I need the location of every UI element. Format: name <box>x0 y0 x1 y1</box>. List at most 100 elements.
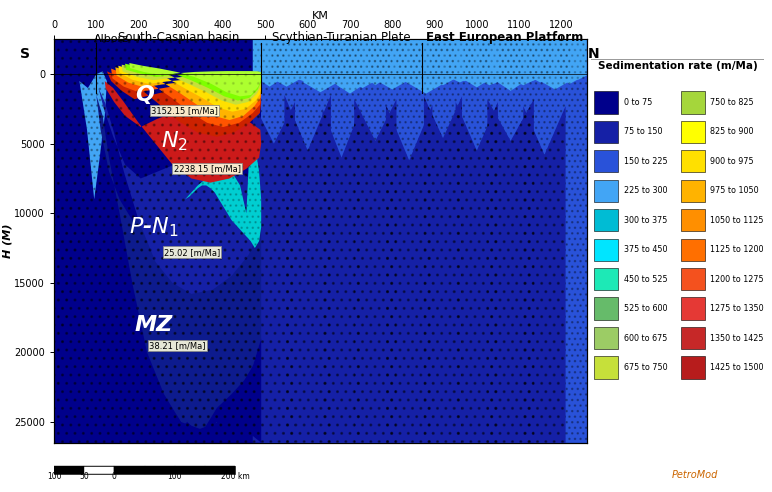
Polygon shape <box>96 95 261 429</box>
Polygon shape <box>354 99 397 443</box>
Text: 675 to 750: 675 to 750 <box>624 363 667 372</box>
Polygon shape <box>122 64 261 105</box>
Bar <box>594 180 618 202</box>
Text: 525 to 600: 525 to 600 <box>624 304 667 313</box>
Text: 200 km: 200 km <box>221 472 249 481</box>
Polygon shape <box>527 39 553 83</box>
Polygon shape <box>367 39 392 83</box>
Text: 1200 to 1275: 1200 to 1275 <box>710 275 764 283</box>
Polygon shape <box>523 106 566 443</box>
Polygon shape <box>557 39 583 84</box>
Polygon shape <box>318 39 348 84</box>
Bar <box>594 209 618 231</box>
Polygon shape <box>540 39 570 90</box>
Text: $P$-$N_1$: $P$-$N_1$ <box>129 215 178 239</box>
Text: 150 to 225: 150 to 225 <box>624 157 667 166</box>
Bar <box>681 356 706 378</box>
Bar <box>594 92 618 114</box>
Polygon shape <box>397 39 422 84</box>
Polygon shape <box>498 39 523 91</box>
Polygon shape <box>455 102 498 443</box>
Polygon shape <box>54 71 103 443</box>
Polygon shape <box>129 63 261 96</box>
Text: 100: 100 <box>47 472 61 481</box>
Polygon shape <box>284 95 331 443</box>
Polygon shape <box>111 68 261 127</box>
Polygon shape <box>174 466 205 474</box>
Bar <box>594 298 618 320</box>
Y-axis label: H (M): H (M) <box>3 224 13 258</box>
X-axis label: KM: KM <box>312 11 329 21</box>
Text: Q: Q <box>136 85 154 105</box>
Text: 750 to 825: 750 to 825 <box>710 98 754 107</box>
Polygon shape <box>205 466 235 474</box>
Text: 975 to 1050: 975 to 1050 <box>710 186 759 195</box>
Bar <box>681 92 706 114</box>
Polygon shape <box>132 338 261 443</box>
Polygon shape <box>378 39 407 90</box>
Polygon shape <box>118 66 261 112</box>
Text: MZ: MZ <box>134 314 172 335</box>
FancyBboxPatch shape <box>589 59 766 466</box>
Bar <box>681 327 706 349</box>
Polygon shape <box>144 466 174 474</box>
Text: 225 to 300: 225 to 300 <box>624 186 667 195</box>
Polygon shape <box>479 39 509 84</box>
Bar <box>594 121 618 143</box>
Polygon shape <box>125 63 261 100</box>
Polygon shape <box>272 39 301 87</box>
Text: PetroMod: PetroMod <box>672 470 718 480</box>
Polygon shape <box>487 99 534 443</box>
Polygon shape <box>54 39 587 443</box>
Polygon shape <box>409 39 443 93</box>
Text: 75 to 150: 75 to 150 <box>624 127 662 136</box>
Text: 600 to 675: 600 to 675 <box>624 334 667 342</box>
Text: 38.21 [m/Ma]: 38.21 [m/Ma] <box>149 341 205 350</box>
Text: 1350 to 1425: 1350 to 1425 <box>710 334 764 342</box>
Text: 1425 to 1500: 1425 to 1500 <box>710 363 764 372</box>
Polygon shape <box>323 109 361 443</box>
Text: 2238.15 [m/Ma]: 2238.15 [m/Ma] <box>174 164 241 173</box>
Text: Sedimentation rate (m/Ma): Sedimentation rate (m/Ma) <box>598 61 757 71</box>
Polygon shape <box>114 466 144 474</box>
Bar <box>594 239 618 261</box>
Text: 0 to 75: 0 to 75 <box>624 98 652 107</box>
Bar <box>681 150 706 172</box>
Polygon shape <box>291 39 317 78</box>
Polygon shape <box>252 39 286 87</box>
Polygon shape <box>99 88 261 294</box>
Polygon shape <box>115 67 261 120</box>
Polygon shape <box>185 123 261 248</box>
Polygon shape <box>261 39 587 443</box>
Polygon shape <box>445 39 475 83</box>
Polygon shape <box>464 39 489 88</box>
Polygon shape <box>54 466 84 474</box>
Text: 450 to 525: 450 to 525 <box>624 275 667 283</box>
Bar <box>594 356 618 378</box>
Text: 900 to 975: 900 to 975 <box>710 157 754 166</box>
Polygon shape <box>348 39 378 88</box>
Bar <box>681 298 706 320</box>
Text: N: N <box>587 47 599 62</box>
Bar <box>681 209 706 231</box>
Text: 1125 to 1200: 1125 to 1200 <box>710 245 764 254</box>
Polygon shape <box>337 39 363 93</box>
Polygon shape <box>252 102 295 443</box>
Polygon shape <box>80 71 107 199</box>
Bar <box>594 327 618 349</box>
Bar <box>681 121 706 143</box>
Bar <box>594 268 618 290</box>
Polygon shape <box>386 105 432 443</box>
Text: 300 to 375: 300 to 375 <box>624 215 667 225</box>
Polygon shape <box>107 71 261 137</box>
Text: $N_2$: $N_2$ <box>161 129 188 153</box>
Text: 3152.15 [m/Ma]: 3152.15 [m/Ma] <box>151 106 218 115</box>
Polygon shape <box>509 39 538 85</box>
Bar <box>681 180 706 202</box>
Text: East European Platform: East European Platform <box>425 31 583 43</box>
Bar <box>594 150 618 172</box>
Text: South-Caspian basin: South-Caspian basin <box>118 31 239 43</box>
Text: 1050 to 1125: 1050 to 1125 <box>710 215 764 225</box>
Text: Alborz: Alborz <box>94 33 129 43</box>
Polygon shape <box>303 39 337 92</box>
